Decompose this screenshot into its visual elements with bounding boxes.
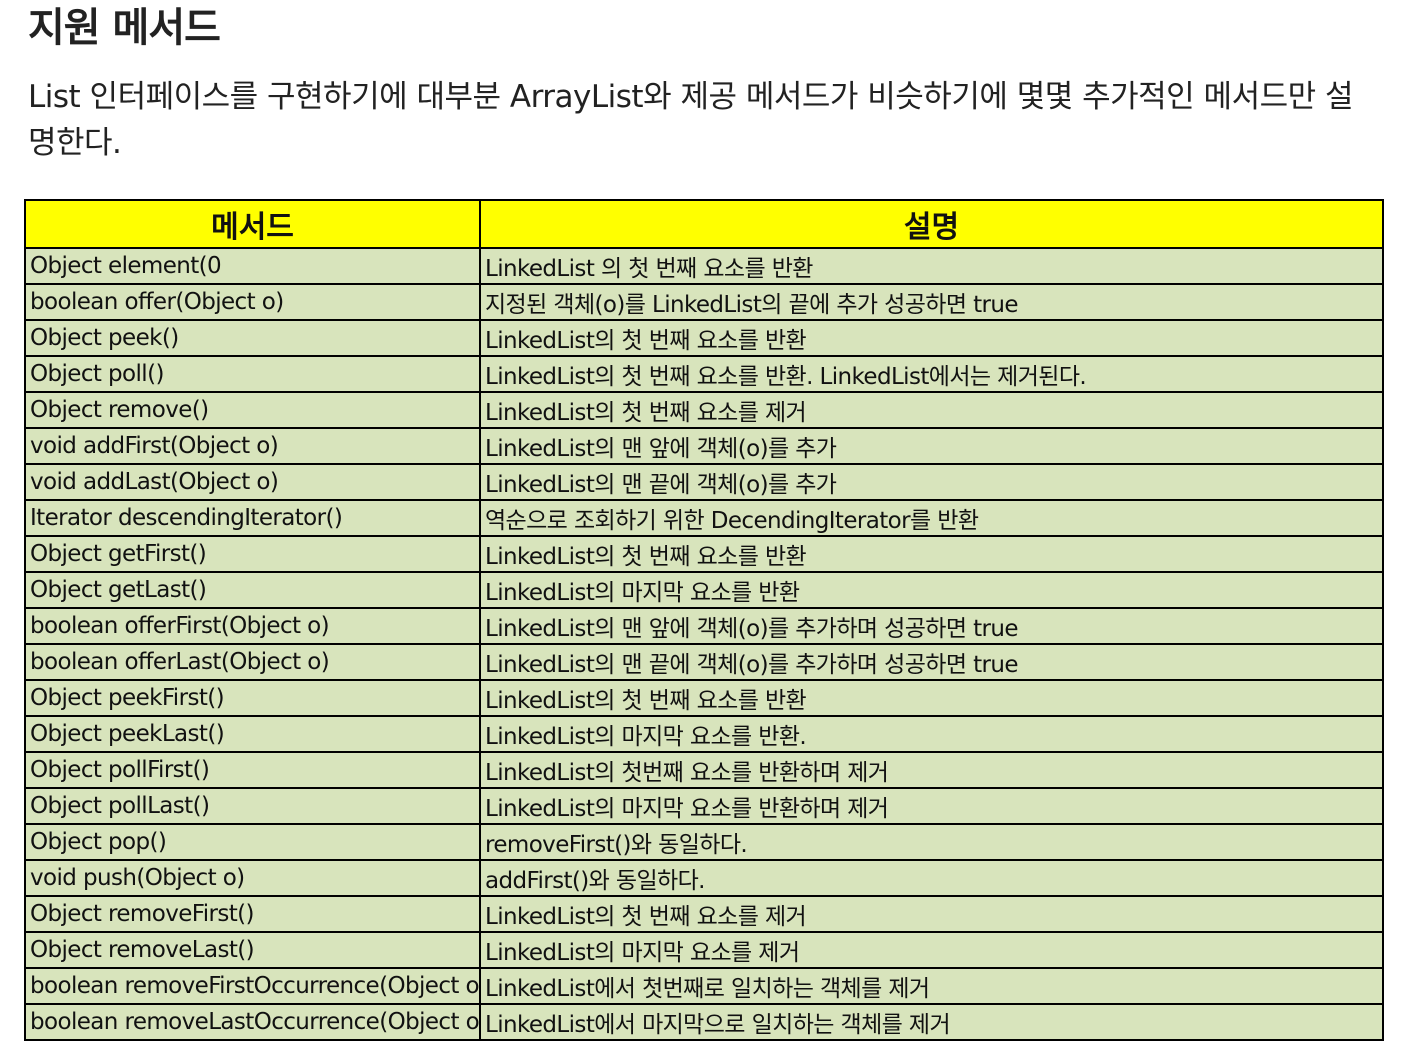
method-cell: Object remove() xyxy=(24,391,481,429)
description-cell: LinkedList의 맨 끝에 객체(o)를 추가하며 성공하면 true xyxy=(479,643,1384,681)
table-row: void addLast(Object o) LinkedList의 맨 끝에 객… xyxy=(24,463,1384,501)
description-cell: LinkedList의 맨 끝에 객체(o)를 추가 xyxy=(479,463,1384,501)
table-row: void push(Object o) addFirst()와 동일하다. xyxy=(24,859,1384,897)
description-cell: LinkedList의 마지막 요소를 제거 xyxy=(479,931,1384,969)
table-row: Object peekFirst() LinkedList의 첫 번째 요소를 반… xyxy=(24,679,1384,717)
method-cell: Object getLast() xyxy=(24,571,481,609)
method-cell: void addLast(Object o) xyxy=(24,463,481,501)
description-cell: LinkedList에서 마지막으로 일치하는 객체를 제거 xyxy=(479,1003,1384,1041)
table-row: Object removeLast() LinkedList의 마지막 요소를 제… xyxy=(24,931,1384,969)
table-row: Object remove() LinkedList의 첫 번째 요소를 제거 xyxy=(24,391,1384,429)
section-heading: 지원 메서드 xyxy=(28,5,221,51)
description-cell: removeFirst()와 동일하다. xyxy=(479,823,1384,861)
description-cell: LinkedList의 첫 번째 요소를 반환 xyxy=(479,679,1384,717)
description-cell: LinkedList의 첫번째 요소를 반환하며 제거 xyxy=(479,751,1384,789)
description-cell: LinkedList의 맨 앞에 객체(o)를 추가 xyxy=(479,427,1384,465)
method-cell: void push(Object o) xyxy=(24,859,481,897)
method-cell: Object removeFirst() xyxy=(24,895,481,933)
method-cell: void addFirst(Object o) xyxy=(24,427,481,465)
method-cell: boolean removeFirstOccurrence(Object o) xyxy=(24,967,481,1005)
intro-paragraph: List 인터페이스를 구현하기에 대부분 ArrayList와 제공 메서드가… xyxy=(28,79,1354,161)
column-header-description: 설명 xyxy=(479,199,1384,249)
method-table: 메서드 설명 Object element(0 LinkedList 의 첫 번째… xyxy=(24,199,1384,1041)
table-row: boolean offer(Object o) 지정된 객체(o)를 Linked… xyxy=(24,283,1384,321)
description-cell: 역순으로 조회하기 위한 DecendingIterator를 반환 xyxy=(479,499,1384,537)
method-cell: Object getFirst() xyxy=(24,535,481,573)
method-cell: Object peekLast() xyxy=(24,715,481,753)
method-cell: boolean offerFirst(Object o) xyxy=(24,607,481,645)
table-row: boolean removeLastOccurrence(Object o) Li… xyxy=(24,1003,1384,1041)
table-row: Object getLast() LinkedList의 마지막 요소를 반환 xyxy=(24,571,1384,609)
method-cell: Object peekFirst() xyxy=(24,679,481,717)
method-cell: Object pop() xyxy=(24,823,481,861)
method-cell: Object pollFirst() xyxy=(24,751,481,789)
method-cell: Object removeLast() xyxy=(24,931,481,969)
method-cell: boolean offerLast(Object o) xyxy=(24,643,481,681)
method-cell: Object element(0 xyxy=(24,247,481,285)
description-cell: LinkedList에서 첫번째로 일치하는 객체를 제거 xyxy=(479,967,1384,1005)
description-cell: LinkedList의 첫 번째 요소를 반환. LinkedList에서는 제… xyxy=(479,355,1384,393)
table-row: void addFirst(Object o) LinkedList의 맨 앞에 … xyxy=(24,427,1384,465)
method-cell: Iterator descendingIterator() xyxy=(24,499,481,537)
method-cell: Object pollLast() xyxy=(24,787,481,825)
table-row: Object peekLast() LinkedList의 마지막 요소를 반환. xyxy=(24,715,1384,753)
table-row: Object pollFirst() LinkedList의 첫번째 요소를 반환… xyxy=(24,751,1384,789)
description-cell: LinkedList의 첫 번째 요소를 제거 xyxy=(479,391,1384,429)
method-cell: Object poll() xyxy=(24,355,481,393)
table-header-row: 메서드 설명 xyxy=(24,199,1384,249)
table-row: Object removeFirst() LinkedList의 첫 번째 요소를… xyxy=(24,895,1384,933)
description-cell: LinkedList의 마지막 요소를 반환 xyxy=(479,571,1384,609)
table-row: Iterator descendingIterator() 역순으로 조회하기 위… xyxy=(24,499,1384,537)
table-row: Object peek() LinkedList의 첫 번째 요소를 반환 xyxy=(24,319,1384,357)
method-cell: boolean offer(Object o) xyxy=(24,283,481,321)
description-cell: LinkedList 의 첫 번째 요소를 반환 xyxy=(479,247,1384,285)
description-cell: LinkedList의 첫 번째 요소를 반환 xyxy=(479,319,1384,357)
table-row: Object pop() removeFirst()와 동일하다. xyxy=(24,823,1384,861)
table-row: boolean offerFirst(Object o) LinkedList의 … xyxy=(24,607,1384,645)
table-row: boolean offerLast(Object o) LinkedList의 맨… xyxy=(24,643,1384,681)
description-cell: LinkedList의 마지막 요소를 반환. xyxy=(479,715,1384,753)
description-cell: addFirst()와 동일하다. xyxy=(479,859,1384,897)
column-header-method: 메서드 xyxy=(24,199,481,249)
table-row: boolean removeFirstOccurrence(Object o) L… xyxy=(24,967,1384,1005)
table-row: Object element(0 LinkedList 의 첫 번째 요소를 반환 xyxy=(24,247,1384,285)
description-cell: LinkedList의 맨 앞에 객체(o)를 추가하며 성공하면 true xyxy=(479,607,1384,645)
description-cell: 지정된 객체(o)를 LinkedList의 끝에 추가 성공하면 true xyxy=(479,283,1384,321)
method-cell: Object peek() xyxy=(24,319,481,357)
description-cell: LinkedList의 첫 번째 요소를 반환 xyxy=(479,535,1384,573)
table-row: Object poll() LinkedList의 첫 번째 요소를 반환. Li… xyxy=(24,355,1384,393)
description-cell: LinkedList의 마지막 요소를 반환하며 제거 xyxy=(479,787,1384,825)
table-row: Object pollLast() LinkedList의 마지막 요소를 반환하… xyxy=(24,787,1384,825)
table-row: Object getFirst() LinkedList의 첫 번째 요소를 반환 xyxy=(24,535,1384,573)
method-cell: boolean removeLastOccurrence(Object o) xyxy=(24,1003,481,1041)
description-cell: LinkedList의 첫 번째 요소를 제거 xyxy=(479,895,1384,933)
